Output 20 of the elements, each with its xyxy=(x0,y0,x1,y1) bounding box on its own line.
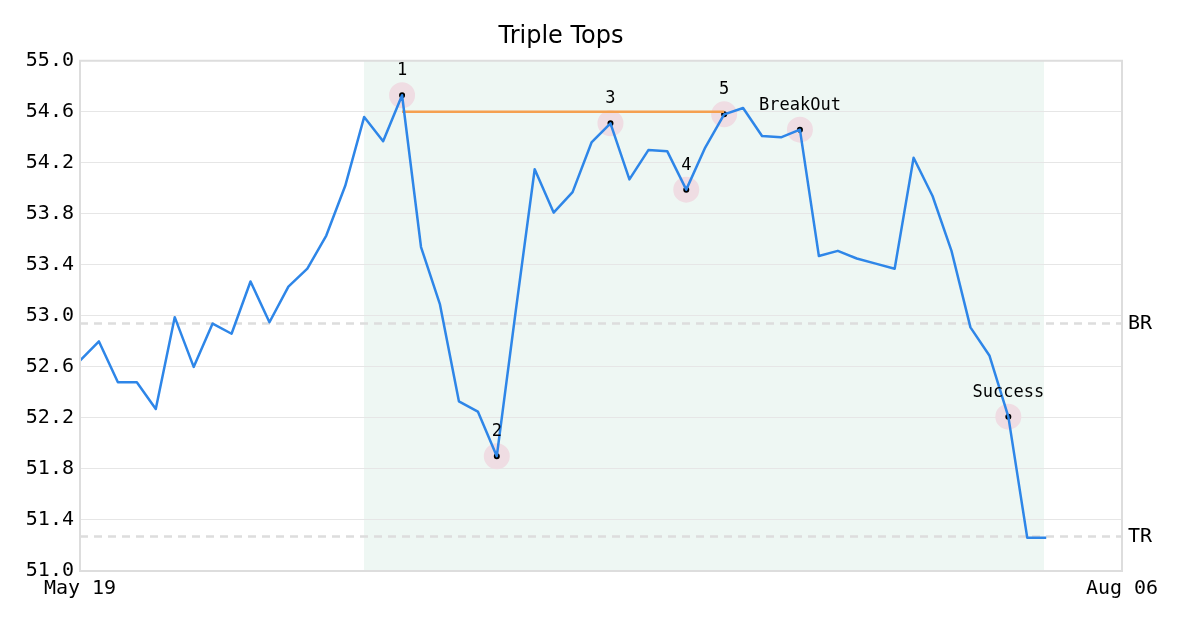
annotation: 5 xyxy=(719,78,730,99)
chart-title: Triple Tops xyxy=(497,20,624,49)
y-tick-label: 52.6 xyxy=(25,353,74,378)
annotation: 4 xyxy=(681,153,692,174)
y-tick-label: 55.0 xyxy=(25,47,74,71)
x-tick-label: May 19 xyxy=(43,575,117,600)
y-tick-label: 53.4 xyxy=(25,251,74,276)
ref-line-label: BR xyxy=(1128,309,1154,334)
y-tick-label: 54.6 xyxy=(25,98,74,123)
y-tick-label: 51.8 xyxy=(25,455,74,480)
y-tick-label: 54.2 xyxy=(25,149,74,174)
x-tick-label: Aug 06 xyxy=(1085,575,1159,600)
annotation: BreakOut xyxy=(758,93,841,114)
y-tick-label: 52.2 xyxy=(25,404,74,429)
y-tick-label: 51.4 xyxy=(25,506,74,531)
annotation: 3 xyxy=(605,87,616,108)
annotation: 1 xyxy=(396,59,408,80)
ref-line-label: TR xyxy=(1128,522,1154,547)
y-tick-label: 53.0 xyxy=(25,302,74,327)
y-tick-label: 53.8 xyxy=(25,200,74,225)
